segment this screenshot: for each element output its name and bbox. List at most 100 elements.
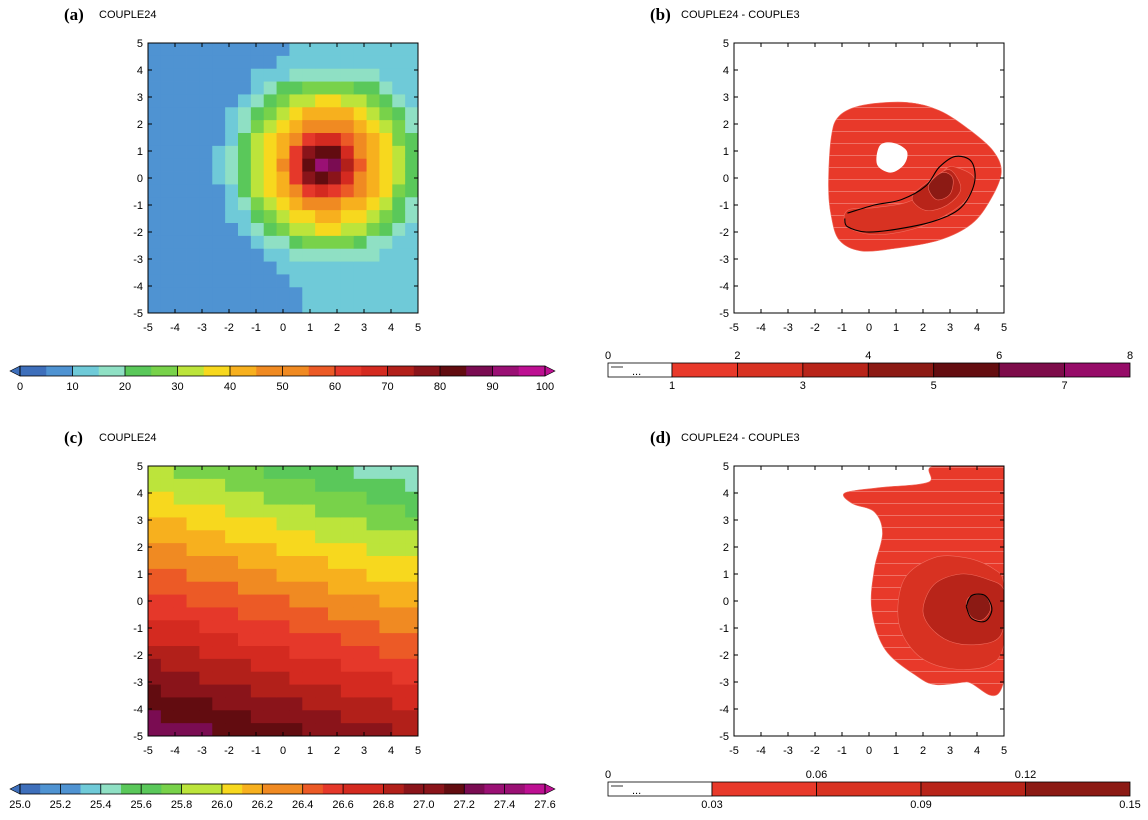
colorbar-segment [60,784,81,794]
heatmap-cell [250,210,265,224]
heatmap-cell [340,94,355,108]
y-tick-label: 2 [723,119,729,131]
heatmap-cell [328,261,342,275]
heatmap-cell [353,287,367,301]
heatmap-cell [315,504,329,518]
heatmap-cell [160,248,175,262]
heatmap-cell [160,223,175,237]
heatmap-cell [340,43,355,57]
heatmap-cell [160,158,175,172]
heatmap-cell [379,210,393,224]
heatmap-cell [148,197,162,211]
y-tick-label: -4 [719,281,729,293]
heatmap-cell [366,607,380,621]
heatmap-cell [289,620,303,634]
heatmap-cell [173,94,187,108]
heatmap-cell [160,466,175,480]
heatmap-cell [199,145,213,160]
heatmap-cell [366,274,380,288]
panel-b-letter: (b) [650,5,671,24]
y-tick-label: 2 [723,542,729,554]
heatmap-cell [392,517,406,531]
heatmap-cell [328,466,342,480]
heatmap-cell [160,478,175,493]
heatmap-cell [328,184,342,198]
heatmap-cell [405,274,419,288]
x-tick-label: 3 [361,322,367,334]
heatmap-cell [405,466,419,480]
heatmap-cell [379,235,393,250]
heatmap-cell [148,287,162,301]
heatmap-cell [148,210,162,224]
heatmap-cell [328,81,342,95]
heatmap-cell [225,300,239,314]
heatmap-cell [328,248,342,262]
heatmap-cell [289,466,303,480]
heatmap-cell [328,94,342,108]
heatmap-cell [199,697,213,711]
heatmap-cell [212,300,226,314]
heatmap-cell [289,43,303,57]
heatmap-cell [340,68,355,82]
colorbar-label: 25.4 [90,799,111,811]
heatmap-cell [302,556,316,570]
x-tick-label: 5 [415,322,421,334]
y-tick-label: 0 [137,173,143,185]
heatmap-cell [353,633,367,647]
heatmap-cell [186,68,200,82]
heatmap-cell [392,478,406,493]
heatmap-cell [160,594,175,608]
heatmap-cell [289,646,303,660]
y-tick-label: -1 [719,200,729,212]
heatmap-cell [405,633,419,647]
heatmap-cell [392,235,406,250]
x-tick-label: 2 [920,322,926,334]
panel-d-contours [843,466,1004,696]
heatmap-cell [238,658,252,673]
heatmap-cell [173,723,187,737]
heatmap-cell [276,646,290,660]
heatmap-cell [212,723,226,737]
heatmap-cell [160,55,175,70]
heatmap-cell [225,646,239,660]
heatmap-cell [366,300,380,314]
heatmap-cell [353,107,367,121]
heatmap-cell [186,530,200,544]
heatmap-cell [315,133,329,147]
heatmap-cell [173,81,187,95]
heatmap-cell [405,658,419,673]
heatmap-cell [186,145,200,160]
heatmap-cell [238,466,252,480]
heatmap-cell [199,517,213,531]
heatmap-cell [160,620,175,634]
heatmap-cell [225,158,239,172]
heatmap-cell [225,68,239,82]
heatmap-cell [276,530,290,544]
heatmap-cell [160,274,175,288]
heatmap-cell [289,171,303,185]
heatmap-cell [392,120,406,134]
colorbar-label: 26.4 [292,799,313,811]
y-tick-label: 1 [137,146,143,158]
heatmap-cell [250,300,265,314]
colorbar-bottom-label: 3 [800,380,806,392]
heatmap-cell [263,504,277,518]
heatmap-cell [238,620,252,634]
heatmap-cell [328,581,342,595]
heatmap-cell [199,43,213,57]
heatmap-cell [199,261,213,275]
heatmap-cell [405,504,419,518]
heatmap-cell [186,478,200,493]
heatmap-cell [160,145,175,160]
heatmap-cell [148,504,162,518]
colorbar-label: 20 [119,381,131,393]
heatmap-cell [328,594,342,608]
y-tick-label: 5 [137,461,143,473]
y-tick-label: -5 [133,731,143,743]
heatmap-cell [379,184,393,198]
heatmap-cell [392,43,406,57]
heatmap-cell [276,556,290,570]
heatmap-cell [353,274,367,288]
heatmap-cell [289,671,303,685]
y-tick-label: 5 [723,461,729,473]
